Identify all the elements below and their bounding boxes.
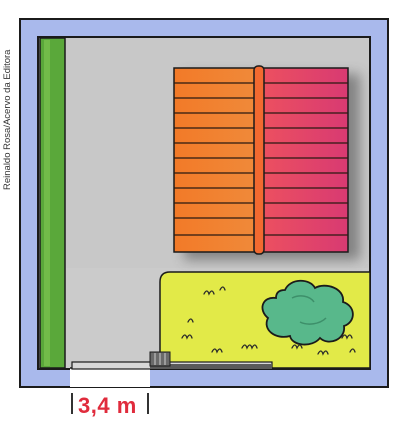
bush-icon bbox=[261, 279, 354, 346]
grass-tuft-icon bbox=[181, 286, 356, 356]
hedge-highlight bbox=[44, 40, 50, 366]
gate-icon bbox=[149, 351, 171, 367]
roof-icon bbox=[173, 65, 349, 255]
gate-opening bbox=[70, 368, 150, 387]
image-credit: Reinaldo Rosa/Acervo da Editora bbox=[2, 49, 13, 190]
gate-width-label: 3,4 m bbox=[78, 393, 137, 418]
hedge bbox=[39, 37, 66, 369]
front-curb-dark bbox=[150, 364, 272, 369]
